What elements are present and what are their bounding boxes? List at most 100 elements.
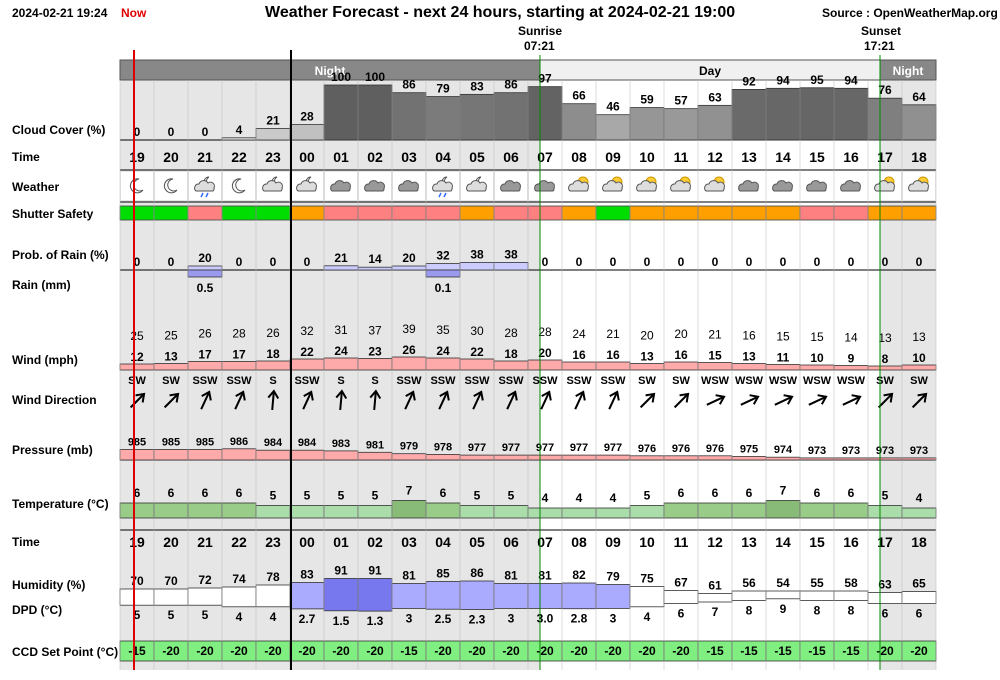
wind-gust-value: 35 <box>436 323 450 337</box>
temperature-value: 6 <box>202 486 209 500</box>
pressure-bar <box>357 451 393 461</box>
ccd-value: -20 <box>876 644 894 658</box>
wind-speed-value: 23 <box>368 345 382 359</box>
temperature-bar <box>833 502 869 519</box>
cloud-value: 46 <box>606 100 620 114</box>
pressure-bar <box>221 448 257 461</box>
time-label: 13 <box>741 149 757 165</box>
wind-speed-value: 20 <box>538 346 552 360</box>
pressure-bar <box>323 450 359 461</box>
wind-bar <box>527 359 563 371</box>
temperature-value: 6 <box>848 486 855 500</box>
wind-gust-value: 25 <box>164 329 178 343</box>
dpd-value: 3 <box>610 611 617 625</box>
rain-prob-bar <box>357 266 393 271</box>
wind-arrow-icon <box>302 390 314 410</box>
shutter-cell-marginal <box>765 205 801 221</box>
wind-bar <box>357 358 393 371</box>
dpd-value: 9 <box>780 602 787 616</box>
time-label: 11 <box>674 149 689 165</box>
dpd-value: 8 <box>848 603 855 617</box>
wind-gust-value: 28 <box>232 327 246 341</box>
ccd-value: -15 <box>842 644 860 658</box>
ccd-value: -20 <box>366 644 384 658</box>
time-label: 19 <box>129 534 145 550</box>
row-label-wind: Wind (mph) <box>12 353 78 367</box>
wind-arrow-icon <box>200 390 212 410</box>
cloud-bar <box>425 96 461 141</box>
temperature-value: 4 <box>542 491 549 505</box>
wind-speed-value: 18 <box>266 347 280 361</box>
humidity-value: 70 <box>130 574 144 588</box>
time-label: 09 <box>605 149 621 165</box>
time-label: 23 <box>265 534 281 550</box>
shutter-cell-marginal <box>629 205 665 221</box>
rain-prob-value: 0 <box>270 255 277 269</box>
shutter-cell-marginal <box>697 205 733 221</box>
temperature-bar <box>289 505 325 519</box>
temperature-value: 5 <box>372 489 379 503</box>
wind-arrow-icon <box>438 390 450 410</box>
temperature-value: 6 <box>678 486 685 500</box>
temperature-value: 6 <box>712 486 719 500</box>
shutter-cell-marginal <box>731 205 767 221</box>
humidity-bar <box>799 590 835 601</box>
wind-gust-value: 16 <box>742 329 756 343</box>
wind-direction-label: S <box>337 375 344 387</box>
row-label-cloud: Cloud Cover (%) <box>12 123 105 137</box>
rain-prob-value: 38 <box>504 247 518 261</box>
wind-arrow-icon <box>234 390 246 410</box>
row-label-pressure: Pressure (mb) <box>12 443 93 457</box>
wind-direction-label: WSW <box>837 375 866 387</box>
weather-cell <box>121 172 153 200</box>
cloud-value: 0 <box>168 125 175 139</box>
shutter-cell-safe <box>221 205 257 221</box>
ccd-value: -20 <box>434 644 452 658</box>
ccd-value: -20 <box>162 644 180 658</box>
wind-speed-value: 10 <box>912 351 926 365</box>
wind-speed-value: 16 <box>606 348 620 362</box>
cloud-bar <box>561 103 597 141</box>
rain-prob-value: 0 <box>542 255 549 269</box>
wind-speed-value: 16 <box>674 348 688 362</box>
wind-arrow-icon <box>706 394 726 406</box>
ccd-value: -20 <box>230 644 248 658</box>
page-title: Weather Forecast - next 24 hours, starti… <box>265 4 736 21</box>
humidity-value: 75 <box>640 572 654 586</box>
temperature-bar <box>391 500 427 519</box>
humidity-value: 58 <box>844 576 858 590</box>
time-label: 06 <box>503 534 519 550</box>
row-label-wind-dir: Wind Direction <box>12 393 97 407</box>
wind-bar <box>153 363 189 371</box>
time-label: 21 <box>197 149 213 165</box>
humidity-value: 81 <box>504 569 518 583</box>
temperature-bar <box>493 505 529 519</box>
dpd-value: 2.7 <box>299 612 316 626</box>
row-label-dpd: DPD (°C) <box>12 603 62 617</box>
humidity-value: 91 <box>334 564 348 578</box>
temperature-value: 6 <box>746 486 753 500</box>
time-label: 06 <box>503 149 519 165</box>
humidity-value: 74 <box>232 572 246 586</box>
cloud-bar <box>663 108 699 141</box>
pressure-value: 973 <box>910 445 928 457</box>
ccd-value: -20 <box>502 644 520 658</box>
rain-prob-value: 21 <box>334 251 348 265</box>
time-label: 13 <box>741 534 757 550</box>
pressure-value: 973 <box>876 445 894 457</box>
rain-prob-value: 0 <box>780 255 787 269</box>
wind-direction-label: SSW <box>464 375 490 387</box>
time-label: 12 <box>707 534 723 550</box>
shutter-cell-safe <box>119 205 155 221</box>
humidity-value: 72 <box>198 573 212 587</box>
cloud-bar <box>527 86 563 141</box>
period-day-label: Day <box>699 64 721 78</box>
cloud-bar <box>289 124 325 141</box>
rain-prob-value: 0 <box>848 255 855 269</box>
pressure-value: 976 <box>706 443 724 455</box>
dpd-value: 3.0 <box>537 611 554 625</box>
rain-mm-bar <box>425 269 461 278</box>
partly-cloudy-night-icon <box>262 176 283 192</box>
time-label: 22 <box>231 534 247 550</box>
cloudy-icon <box>738 180 759 192</box>
